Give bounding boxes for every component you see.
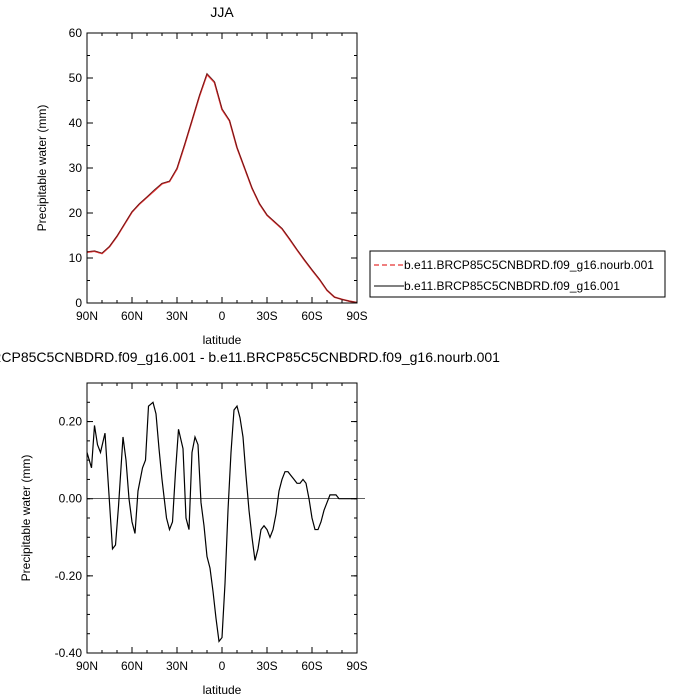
legend-label-base: b.e11.BRCP85C5CNBDRD.f09_g16.001: [404, 279, 620, 293]
y-tick-label: 0.00: [59, 492, 83, 506]
bottom-chart-y-axis-label: Precipitable water (mm): [19, 455, 33, 582]
y-tick-label: 60: [69, 26, 83, 40]
top-chart-legend: b.e11.BRCP85C5CNBDRD.f09_g16.nourb.001 b…: [369, 250, 666, 298]
y-tick-label: 30: [69, 161, 83, 175]
top-chart-y-axis: 0 10 20 30 40 50 60: [69, 26, 357, 310]
x-tick-label: 30N: [166, 309, 188, 323]
y-tick-label: 50: [69, 71, 83, 85]
top-chart: JJA 90N 60N 30N 0 30S 60S 90S 0 10 20 30 40 50 60 la…: [35, 4, 666, 347]
y-tick-label: -0.40: [55, 646, 83, 660]
bottom-chart-x-axis-label: latitude: [203, 683, 242, 697]
x-tick-label: 60N: [121, 309, 143, 323]
x-tick-label: 30S: [256, 309, 277, 323]
legend-label-nourb: b.e11.BRCP85C5CNBDRD.f09_g16.nourb.001: [404, 258, 654, 272]
x-tick-label: 30S: [256, 659, 277, 673]
x-tick-label: 90S: [346, 659, 367, 673]
legend-box: [369, 250, 666, 298]
y-tick-label: -0.20: [55, 569, 83, 583]
bottom-chart-frame: [86, 382, 358, 654]
top-chart-series-base-line: [86, 72, 358, 303]
x-tick-label: 90S: [346, 309, 367, 323]
top-chart-title: JJA: [210, 4, 234, 20]
top-chart-frame: [86, 32, 358, 304]
y-tick-label: 0: [75, 296, 82, 310]
x-tick-label: 60S: [301, 309, 322, 323]
top-chart-x-axis-label: latitude: [203, 333, 242, 347]
x-tick-label: 90N: [76, 659, 98, 673]
bottom-chart-title: b.e11.BRCP85C5CNBDRD.f09_g16.001 - b.e11…: [0, 349, 500, 365]
x-tick-label: 0: [219, 659, 226, 673]
top-chart-x-axis: 90N 60N 30N 0 30S 60S 90S: [76, 33, 368, 323]
top-chart-y-axis-label: Precipitable water (mm): [35, 105, 49, 232]
bottom-chart: b.e11.BRCP85C5CNBDRD.f09_g16.001 - b.e11…: [0, 349, 500, 697]
x-tick-label: 0: [219, 309, 226, 323]
x-tick-label: 60S: [301, 659, 322, 673]
x-tick-label: 90N: [76, 309, 98, 323]
y-tick-label: 0.20: [59, 415, 83, 429]
y-tick-label: 40: [69, 116, 83, 130]
bottom-chart-y-axis: -0.40 -0.20 0.00 0.20: [55, 382, 357, 660]
y-tick-label: 20: [69, 206, 83, 220]
x-tick-label: 30N: [166, 659, 188, 673]
bottom-chart-x-axis: 90N 60N 30N 0 30S 60S 90S: [76, 383, 368, 673]
bottom-chart-difference-line: [86, 401, 357, 643]
y-tick-label: 10: [69, 251, 83, 265]
x-tick-label: 60N: [121, 659, 143, 673]
